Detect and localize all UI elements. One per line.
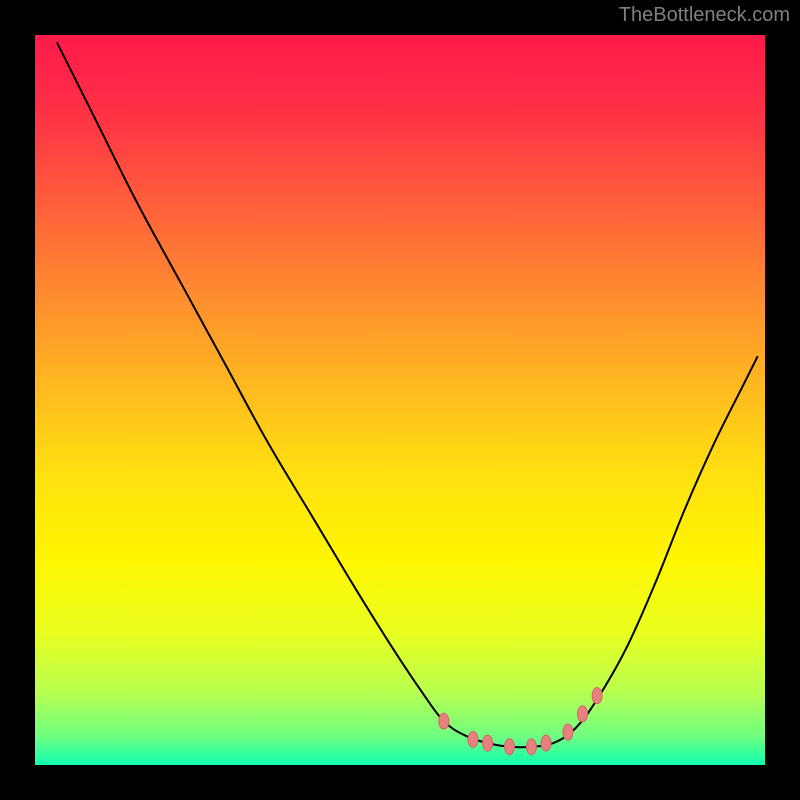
marker-point: [505, 739, 515, 755]
plot-area: [35, 35, 765, 765]
marker-point: [526, 739, 536, 755]
marker-point: [578, 706, 588, 722]
marker-point: [563, 724, 573, 740]
marker-group: [439, 688, 602, 755]
marker-point: [439, 713, 449, 729]
marker-point: [483, 735, 493, 751]
bottleneck-curve: [57, 42, 758, 747]
curve-overlay: [35, 35, 765, 765]
attribution-text: TheBottleneck.com: [619, 4, 790, 27]
marker-point: [592, 688, 602, 704]
marker-point: [541, 735, 551, 751]
marker-point: [468, 731, 478, 747]
